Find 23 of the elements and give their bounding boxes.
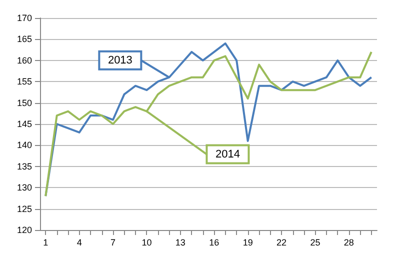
y-tick-label: 160 bbox=[16, 55, 32, 66]
x-tick-label: 13 bbox=[175, 238, 186, 248]
x-tick-label: 28 bbox=[344, 238, 354, 248]
series-label: 2013 bbox=[108, 54, 132, 66]
y-tick-label: 120 bbox=[16, 225, 32, 235]
y-tick-label: 155 bbox=[16, 76, 32, 87]
y-tick-label: 145 bbox=[16, 119, 32, 129]
y-tick-label: 130 bbox=[16, 182, 32, 193]
y-tick-label: 165 bbox=[16, 34, 32, 44]
x-tick-label: 4 bbox=[76, 238, 82, 248]
y-tick-label: 125 bbox=[16, 204, 32, 214]
y-tick-label: 170 bbox=[16, 13, 32, 23]
x-tick-label: 22 bbox=[276, 238, 287, 248]
text: 2014 bbox=[215, 148, 240, 160]
x-tick-label: 16 bbox=[209, 238, 220, 248]
x-tick-label: 10 bbox=[142, 238, 152, 248]
x-tick-label: 7 bbox=[110, 238, 116, 248]
y-tick-label: 150 bbox=[16, 98, 32, 108]
x-tick-label: 25 bbox=[310, 238, 320, 248]
y-tick-label: 140 bbox=[16, 140, 32, 150]
x-tick-label: 1 bbox=[43, 238, 48, 248]
x-tick-label: 19 bbox=[242, 238, 253, 248]
y-tick-label: 135 bbox=[16, 161, 32, 172]
